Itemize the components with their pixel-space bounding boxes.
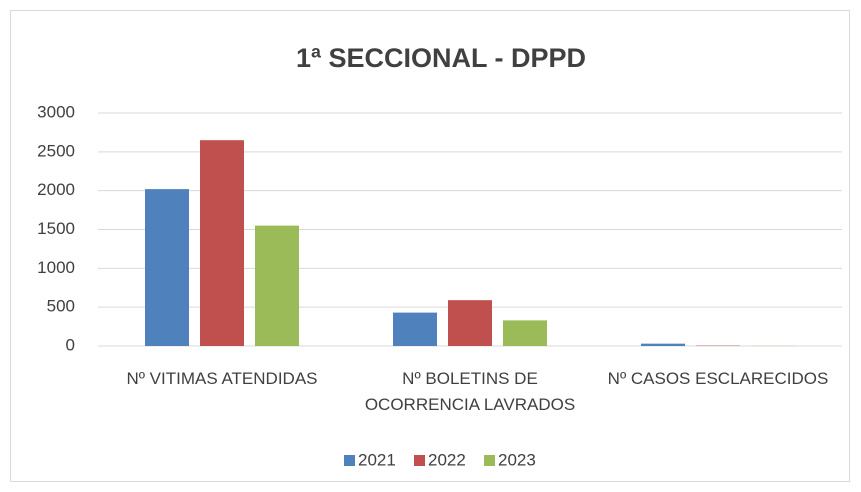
chart-title: 1ª SECCIONAL - DPPD [296, 43, 586, 73]
y-tick-label: 500 [47, 297, 75, 316]
legend-swatch [414, 455, 425, 466]
bar [448, 300, 492, 346]
bar [393, 312, 437, 346]
x-tick-label: Nº BOLETINS DE OCORRENCIA LAVRADOS [365, 369, 575, 414]
y-tick-label: 1000 [37, 258, 75, 277]
y-tick-label: 2500 [37, 141, 75, 160]
bar [145, 189, 189, 346]
legend-label: 2023 [498, 450, 536, 469]
y-tick-label: 3000 [37, 102, 75, 121]
legend-swatch [344, 455, 355, 466]
bar [255, 225, 299, 346]
y-tick-label: 0 [66, 335, 75, 354]
legend-swatch [484, 455, 495, 466]
x-tick-label: Nº CASOS ESCLARECIDOS [608, 369, 829, 388]
bar [200, 140, 244, 346]
y-tick-label: 1500 [37, 219, 75, 238]
y-tick-label: 2000 [37, 180, 75, 199]
legend-label: 2021 [358, 450, 396, 469]
bar [641, 343, 685, 346]
x-tick-label: Nº VITIMAS ATENDIDAS [126, 369, 317, 388]
legend-label: 2022 [428, 450, 466, 469]
bar [503, 320, 547, 346]
